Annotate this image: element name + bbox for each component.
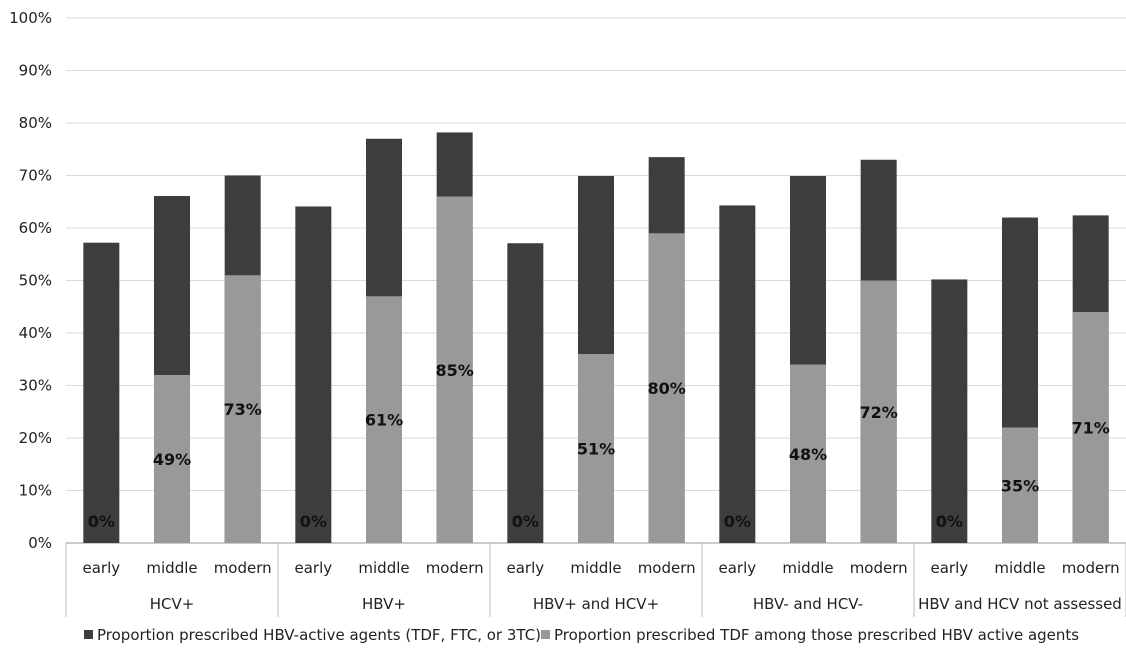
group-label: HCV+ <box>150 595 195 613</box>
data-label: 0% <box>300 512 327 531</box>
group-label: HBV+ and HCV+ <box>533 595 659 613</box>
data-label: 0% <box>936 512 963 531</box>
x-tick-label: early <box>295 559 333 577</box>
bar-hbv-active <box>83 242 120 543</box>
data-label: 71% <box>1072 419 1110 438</box>
bar-hbv-active <box>507 243 544 543</box>
legend-label-hbv-active: Proportion prescribed HBV-active agents … <box>97 626 541 644</box>
x-tick-label: early <box>931 559 969 577</box>
data-label: 85% <box>436 361 474 380</box>
x-tick-label: modern <box>1062 559 1120 577</box>
data-label: 72% <box>860 403 898 422</box>
data-label: 73% <box>224 400 262 419</box>
bar-tdf <box>1002 427 1038 543</box>
x-tick-label: modern <box>214 559 272 577</box>
legend-swatch-hbv-active <box>84 630 93 639</box>
data-label: 61% <box>365 411 403 430</box>
data-label: 48% <box>789 445 827 464</box>
y-tick-label: 40% <box>19 324 52 342</box>
y-tick-label: 50% <box>19 272 52 290</box>
data-label: 80% <box>648 379 686 398</box>
y-tick-label: 80% <box>19 114 52 132</box>
bar-tdf <box>366 296 402 543</box>
data-label: 0% <box>512 512 539 531</box>
data-label: 0% <box>724 512 751 531</box>
x-tick-label: middle <box>146 559 197 577</box>
legend-swatch-tdf <box>541 630 550 639</box>
x-tick-label: modern <box>850 559 908 577</box>
bar-tdf <box>436 196 473 543</box>
x-tick-label: middle <box>994 559 1045 577</box>
bar-tdf <box>860 280 897 543</box>
x-tick-label: modern <box>426 559 484 577</box>
x-tick-label: middle <box>782 559 833 577</box>
y-tick-label: 90% <box>19 62 52 80</box>
legend: Proportion prescribed HBV-active agents … <box>84 626 1079 644</box>
bar-tdf <box>790 364 826 543</box>
data-labels: 0% 49% 73% 0% 61% 85% 0% 51% 80% 0% 48% 72% 0% 35% 71% <box>88 361 1110 531</box>
y-tick-label: 0% <box>28 534 52 552</box>
x-axis: early middle modern early middle modern early m… <box>65 543 1126 617</box>
y-tick-label: 60% <box>19 219 52 237</box>
y-tick-label: 30% <box>19 377 52 395</box>
x-tick-label: early <box>507 559 545 577</box>
x-tick-label: early <box>719 559 757 577</box>
y-axis-ticks: 0% 10% 20% 30% 40% 50% 60% 70% 80% 90% 100% <box>9 9 52 552</box>
data-label: 35% <box>1001 476 1039 495</box>
data-label: 0% <box>88 512 115 531</box>
y-tick-label: 100% <box>9 9 52 27</box>
y-tick-label: 10% <box>19 482 52 500</box>
bar-hbv-active <box>719 205 756 544</box>
group-label: HBV- and HCV- <box>753 595 863 613</box>
legend-label-tdf: Proportion prescribed TDF among those pr… <box>554 626 1079 644</box>
bar-tdf <box>578 354 614 543</box>
bar-tdf <box>648 233 685 543</box>
data-label: 51% <box>577 440 615 459</box>
x-tick-label: middle <box>570 559 621 577</box>
group-label: HBV+ <box>362 595 406 613</box>
x-tick-label: early <box>83 559 121 577</box>
bar-tdf <box>1072 312 1109 543</box>
bar-hbv-active <box>295 206 332 543</box>
bars <box>83 132 1109 544</box>
bar-tdf <box>224 275 261 543</box>
data-label: 49% <box>153 450 191 469</box>
bar-hbv-active <box>931 279 968 543</box>
bar-tdf <box>154 375 190 543</box>
x-tick-label: modern <box>638 559 696 577</box>
y-tick-label: 70% <box>19 167 52 185</box>
y-tick-label: 20% <box>19 429 52 447</box>
group-label: HBV and HCV not assessed <box>918 595 1122 613</box>
x-tick-label: middle <box>358 559 409 577</box>
